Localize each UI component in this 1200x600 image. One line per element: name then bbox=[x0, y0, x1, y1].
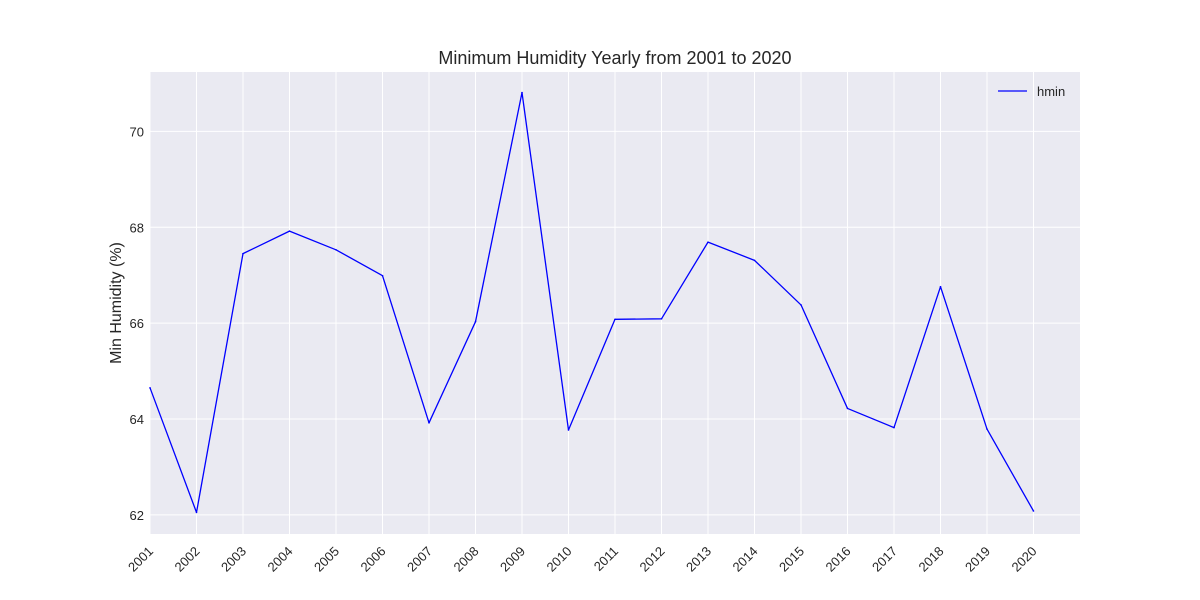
x-tick-label: 2014 bbox=[730, 544, 761, 575]
x-tick-label: 2018 bbox=[916, 544, 947, 575]
data-point bbox=[521, 91, 523, 94]
data-point bbox=[428, 422, 430, 424]
series-layer bbox=[149, 91, 1035, 514]
data-point bbox=[381, 274, 384, 277]
x-tick-label: 2015 bbox=[776, 544, 807, 575]
y-tick-label: 68 bbox=[130, 220, 144, 235]
data-point bbox=[707, 241, 709, 243]
data-point bbox=[614, 318, 616, 321]
data-point bbox=[846, 407, 849, 410]
x-tick-label: 2020 bbox=[1009, 544, 1040, 575]
y-tick-label: 64 bbox=[130, 412, 144, 427]
x-tick-label: 2009 bbox=[497, 544, 528, 575]
data-point bbox=[939, 285, 942, 288]
y-tick-label: 70 bbox=[130, 124, 144, 139]
x-tick-label: 2008 bbox=[451, 544, 482, 575]
y-tick-label: 66 bbox=[130, 316, 144, 331]
x-tick-label: 2003 bbox=[218, 544, 249, 575]
x-tick-label: 2011 bbox=[591, 544, 621, 574]
data-point bbox=[893, 426, 895, 429]
y-tick-labels: 62 64 66 68 70 bbox=[130, 124, 144, 522]
data-point bbox=[335, 249, 337, 251]
x-tick-label: 2012 bbox=[637, 544, 668, 575]
x-tick-label: 2013 bbox=[683, 544, 714, 575]
data-point bbox=[288, 230, 291, 232]
grid bbox=[149, 72, 1080, 534]
y-tick-label: 62 bbox=[130, 508, 144, 523]
data-point bbox=[986, 428, 988, 430]
data-point bbox=[195, 511, 198, 514]
data-point bbox=[753, 259, 756, 262]
chart-title: Minimum Humidity Yearly from 2001 to 202… bbox=[438, 48, 791, 68]
data-point bbox=[800, 304, 802, 306]
series-line-hmin bbox=[149, 91, 1035, 514]
legend-label: hmin bbox=[1037, 84, 1065, 99]
x-tick-label: 2017 bbox=[869, 544, 900, 575]
data-point bbox=[567, 429, 570, 431]
x-tick-labels: 2001 2002 2003 2004 2005 2006 2007 2008 2009 2010… bbox=[125, 544, 1040, 575]
x-tick-label: 2001 bbox=[125, 544, 156, 575]
data-point bbox=[660, 318, 663, 320]
x-tick-label: 2004 bbox=[265, 544, 296, 575]
x-tick-label: 2010 bbox=[544, 544, 575, 575]
x-tick-label: 2002 bbox=[172, 544, 203, 575]
y-axis-label: Min Humidity (%) bbox=[108, 242, 125, 364]
x-tick-label: 2005 bbox=[311, 544, 342, 575]
x-tick-label: 2007 bbox=[404, 544, 435, 575]
data-point bbox=[149, 387, 151, 389]
x-tick-label: 2006 bbox=[358, 544, 389, 575]
x-tick-label: 2016 bbox=[823, 544, 854, 575]
legend: hmin bbox=[998, 84, 1065, 99]
x-tick-label: 2019 bbox=[962, 544, 993, 575]
data-point bbox=[242, 252, 244, 255]
data-point bbox=[1032, 510, 1035, 512]
data-point bbox=[474, 320, 477, 323]
